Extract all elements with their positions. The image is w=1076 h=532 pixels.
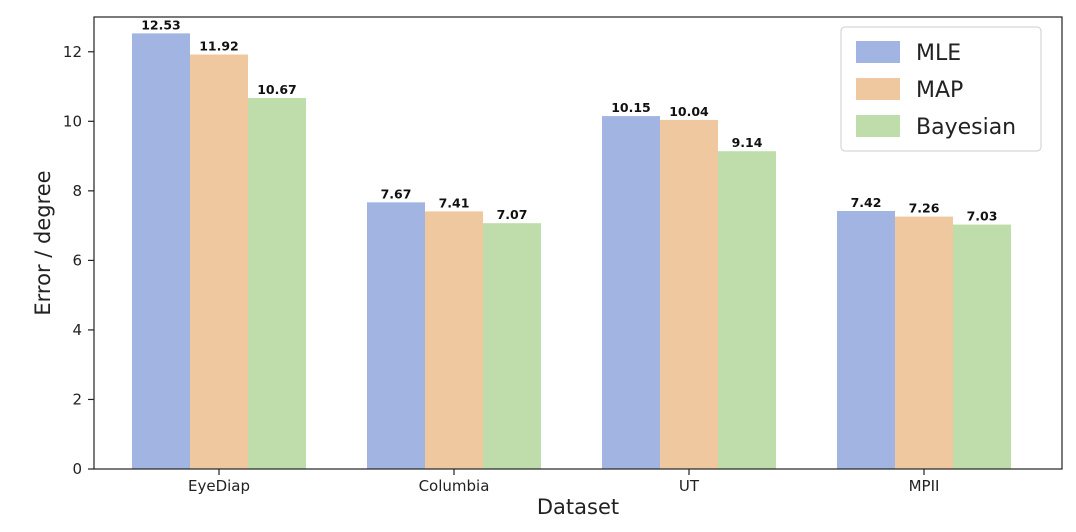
data-label-bayesian-mpii: 7.03 (967, 209, 998, 224)
plot-frame (93, 16, 1063, 470)
legend-swatch-bayesian (856, 115, 900, 137)
data-label-mle-mpii: 7.42 (851, 195, 882, 210)
y-tick-label: 0 (72, 460, 82, 478)
data-label-map-ut: 10.04 (669, 104, 709, 119)
bar-bayesian-columbia (483, 223, 541, 469)
x-tick-label-columbia: Columbia (419, 477, 490, 495)
bar-mle-mpii (837, 211, 895, 469)
bar-bayesian-mpii (953, 224, 1011, 469)
bar-mle-eyediap (132, 33, 190, 469)
legend: MLE MAP Bayesian (840, 26, 1042, 152)
bar-map-ut (660, 119, 718, 469)
bar-bayesian-ut (718, 151, 776, 469)
x-tick-label-mpii: MPII (909, 477, 940, 495)
legend-label-bayesian: Bayesian (916, 115, 1016, 140)
data-label-mle-eyediap: 12.53 (141, 17, 181, 32)
x-tick-label-ut: UT (679, 477, 700, 495)
bar-bayesian-eyediap (248, 98, 306, 470)
y-tick-label: 10 (63, 112, 82, 130)
y-tick-label: 12 (63, 43, 82, 61)
data-label-map-eyediap: 11.92 (199, 39, 239, 54)
data-label-bayesian-columbia: 7.07 (497, 207, 528, 222)
data-label-bayesian-ut: 9.14 (732, 135, 763, 150)
legend-label-map: MAP (916, 78, 963, 103)
bar-map-mpii (895, 216, 953, 469)
data-labels-layer: 12.53 11.92 10.67 7.67 7.41 7.07 10.15 10.04 9.1… (141, 17, 997, 223)
legend-label-mle: MLE (916, 41, 961, 66)
bar-mle-ut (602, 116, 660, 469)
y-tick-label: 6 (72, 251, 82, 269)
y-tick-label: 4 (72, 321, 82, 339)
bars-layer (132, 33, 1011, 470)
data-label-map-columbia: 7.41 (439, 195, 470, 210)
y-tick-label: 2 (72, 390, 82, 408)
x-axis-title: Dataset (537, 495, 619, 519)
x-tick-label-eyediap: EyeDiap (188, 477, 250, 495)
legend-swatch-mle (856, 41, 900, 63)
y-axis: 0 2 4 6 8 10 12 (63, 43, 94, 478)
data-label-map-mpii: 7.26 (909, 201, 940, 216)
data-label-mle-ut: 10.15 (611, 100, 651, 115)
data-label-mle-columbia: 7.67 (381, 186, 412, 201)
data-label-bayesian-eyediap: 10.67 (257, 82, 297, 97)
bar-map-columbia (425, 211, 483, 470)
bar-map-eyediap (190, 54, 248, 469)
y-axis-title: Error / degree (31, 170, 55, 315)
x-axis: EyeDiap Columbia UT MPII (188, 469, 939, 495)
legend-swatch-map (856, 78, 900, 100)
y-tick-label: 8 (72, 182, 82, 200)
bar-mle-columbia (367, 202, 425, 469)
